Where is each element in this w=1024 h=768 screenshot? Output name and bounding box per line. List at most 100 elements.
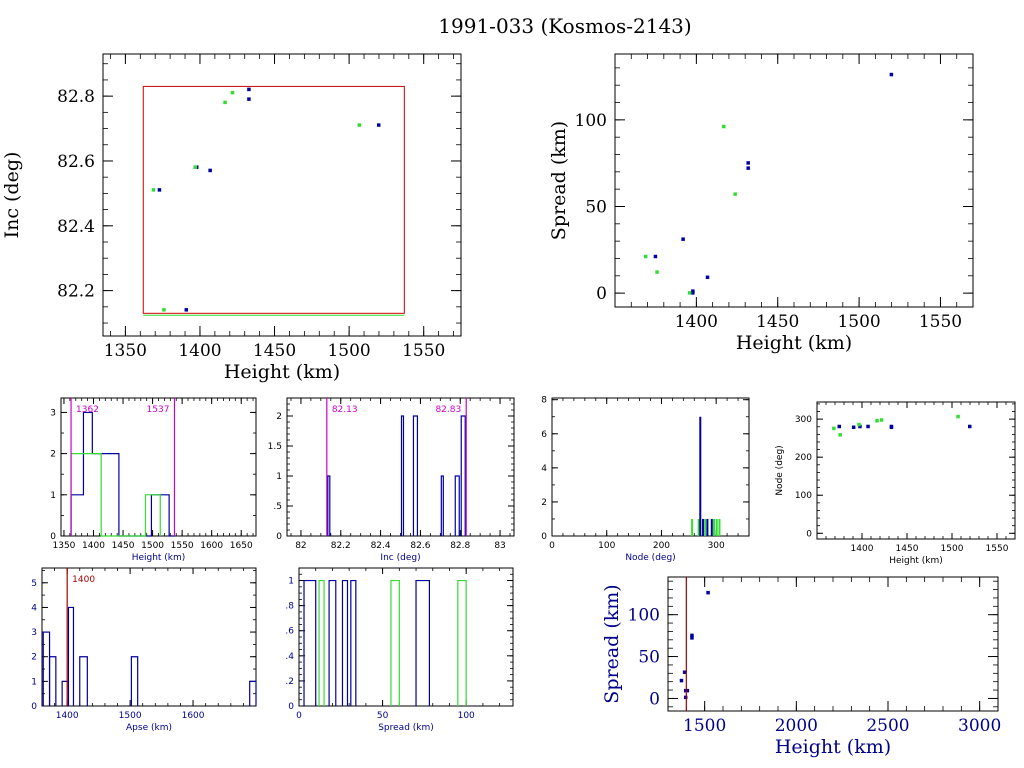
y-tick-label: 100 <box>795 491 812 501</box>
x-tick-label: 1600 <box>182 711 205 721</box>
data-point <box>230 90 235 95</box>
histogram-step <box>70 453 161 537</box>
x-tick-label: 1450 <box>112 541 135 551</box>
x-tick-label: 1350 <box>53 541 76 551</box>
y-tick-label: 8 <box>541 396 547 406</box>
x-tick-label: 2500 <box>866 716 909 736</box>
x-tick-label: 1400 <box>851 544 874 554</box>
x-tick-label: 1350 <box>104 341 147 361</box>
x-tick-label: 1600 <box>200 541 223 551</box>
data-point <box>733 192 737 196</box>
histogram-bar <box>350 579 357 706</box>
x-tick-label: 1500 <box>119 711 142 721</box>
y-tick-label: 3 <box>31 628 37 638</box>
page-title: 1991-033 (Kosmos-2143) <box>438 14 692 38</box>
histogram-bar <box>415 579 431 706</box>
data-point <box>247 87 251 92</box>
y-tick-label: 0 <box>541 532 547 542</box>
marker-label: 1400 <box>72 575 95 585</box>
data-point <box>690 636 694 640</box>
data-point <box>875 419 879 423</box>
y-tick-label: 3 <box>50 408 56 418</box>
histogram-bar <box>48 656 57 706</box>
histogram-bar <box>454 475 460 536</box>
x-tick-label: 200 <box>653 541 670 551</box>
x-axis-label: Height (km) <box>889 556 943 566</box>
x-tick-label: 1650 <box>230 541 253 551</box>
x-tick-label: 3000 <box>958 716 1001 736</box>
plot-frame <box>286 397 515 537</box>
y-tick-label: 200 <box>795 453 812 463</box>
histogram-bar <box>328 579 337 706</box>
data-point <box>705 275 710 280</box>
y-tick-label: 5 <box>31 579 37 589</box>
y-tick-label: .4 <box>285 652 294 662</box>
y-tick-label: 2 <box>276 412 282 422</box>
histogram-bar <box>440 475 444 536</box>
data-point <box>681 237 685 241</box>
y-axis-label: Node (deg) <box>775 445 785 495</box>
data-point <box>746 166 750 170</box>
x-axis-label: Inc (deg) <box>380 553 420 563</box>
histogram-bar <box>460 415 466 536</box>
y-axis-label: Inc (deg) <box>1 152 23 239</box>
data-point <box>682 670 687 674</box>
data-point <box>851 425 856 429</box>
inc-vs-height-plot: 1350 1400 1450 1500 1550 82.2 82.4 82.6 82.8 Heig… <box>1 53 462 383</box>
histogram-bar <box>318 579 325 706</box>
y-tick-label: 0 <box>276 532 282 542</box>
y-tick-label: 2 <box>50 450 56 460</box>
data-point <box>376 123 381 127</box>
x-tick-label: 50 <box>377 711 389 721</box>
data-point <box>655 270 659 274</box>
histogram-bar <box>249 680 257 706</box>
data-point <box>832 426 836 431</box>
y-tick-label: 1 <box>288 577 294 587</box>
y-tick-label: 0 <box>596 284 607 304</box>
data-point <box>889 424 894 429</box>
x-tick-label: 1400 <box>178 341 221 361</box>
data-point <box>968 424 972 429</box>
y-tick-label: 4 <box>31 603 37 613</box>
plot-frame <box>816 401 1016 540</box>
x-tick-label: 0 <box>296 711 302 721</box>
plot-frame <box>551 397 750 537</box>
data-point <box>357 123 362 127</box>
y-tick-label: 4 <box>541 464 547 474</box>
y-axis-label: Spread (km) <box>601 584 623 703</box>
y-tick-label: 2 <box>31 653 37 663</box>
x-tick-label: 100 <box>458 711 475 721</box>
histogram-bar <box>412 415 419 536</box>
x-tick-label: 82.8 <box>450 541 470 551</box>
data-point <box>653 254 658 259</box>
histogram-step <box>70 411 175 537</box>
x-tick-label: 1500 <box>327 341 370 361</box>
y-tick-label: 0 <box>649 689 660 709</box>
histogram-bar <box>341 579 349 706</box>
data-point <box>889 72 894 77</box>
data-point <box>157 188 162 192</box>
y-axis-label: Spread (km) <box>548 121 570 240</box>
apse-histogram: 1400 1500 1600 0 1 2 3 4 5 Apse (km) 1400 <box>31 567 257 733</box>
y-tick-label: 82.6 <box>57 152 95 172</box>
data-point <box>837 424 841 429</box>
x-axis-label: Height (km) <box>224 361 340 383</box>
x-tick-label: 1550 <box>986 544 1009 554</box>
data-point <box>223 100 227 105</box>
data-point <box>690 633 694 638</box>
x-tick-label: 83 <box>494 541 505 551</box>
histogram-bar <box>130 656 139 706</box>
data-point <box>685 688 690 693</box>
y-tick-label: 1 <box>276 472 282 482</box>
plot-frame <box>102 53 462 337</box>
data-point <box>838 433 842 437</box>
y-tick-label: 1 <box>31 677 37 687</box>
histogram-bar <box>400 415 405 536</box>
data-point <box>193 165 197 169</box>
spread-histogram: 0 50 100 0 .2 .4 .6 .8 1 Spread (km) <box>285 567 514 733</box>
histogram-bar <box>303 579 317 706</box>
y-tick-label: 0 <box>288 702 294 712</box>
data-point <box>247 97 251 101</box>
y-tick-label: .6 <box>285 627 294 637</box>
data-point <box>866 424 870 429</box>
